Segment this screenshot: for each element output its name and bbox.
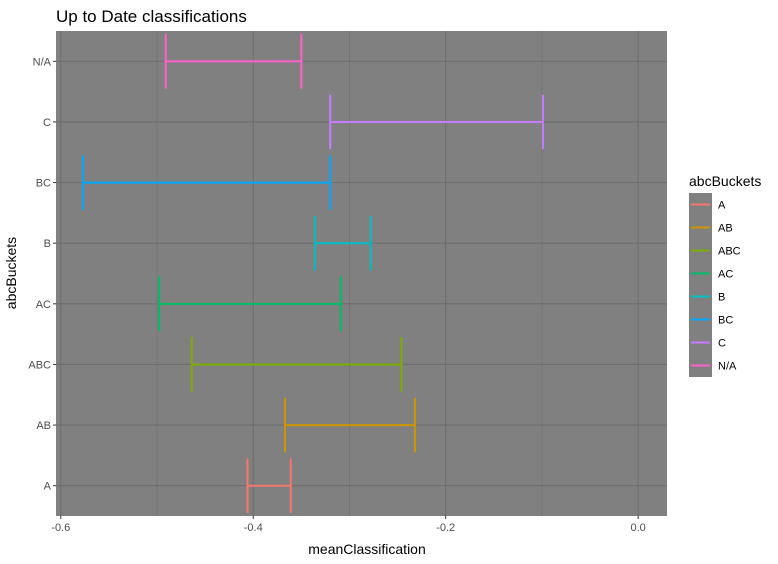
x-tick-label: 0.0 — [630, 522, 645, 534]
error-bars — [81, 34, 544, 513]
errorbar-ab — [284, 397, 416, 453]
legend-item: AB — [689, 216, 733, 239]
legend-items: A AB ABC AC B BC C N/A — [689, 193, 741, 377]
legend-item: C — [689, 331, 726, 354]
legend-item: B — [689, 285, 725, 308]
y-axis-ticks: A AB ABC AC B BC C N/A — [28, 56, 56, 493]
legend-label: A — [718, 200, 726, 212]
y-tick-label: N/A — [33, 56, 52, 68]
chart-title: Up to Date classifications — [56, 7, 247, 26]
errorbar-n-a — [164, 34, 303, 89]
errorbar-a — [246, 458, 292, 513]
y-axis-title: abcBuckets — [3, 237, 19, 309]
errorbar-ac — [157, 276, 342, 332]
errorbar-b — [313, 215, 372, 271]
y-tick-label: AB — [36, 420, 51, 432]
plot-panel — [56, 31, 667, 516]
errorbar-c — [329, 94, 544, 150]
legend-label: BC — [718, 315, 733, 327]
legend-label: N/A — [718, 361, 737, 373]
errorbar-abc — [190, 337, 403, 392]
legend-item: A — [689, 193, 726, 216]
legend-label: B — [718, 292, 725, 304]
y-tick-label: ABC — [28, 359, 51, 371]
legend-item: AC — [689, 262, 733, 285]
legend: abcBuckets A AB ABC AC B BC C N/A — [689, 173, 761, 377]
legend-item: ABC — [689, 239, 741, 262]
errorbar-bc — [81, 155, 332, 210]
legend-label: AB — [718, 223, 733, 235]
legend-label: AC — [718, 269, 733, 281]
x-tick-label: -0.2 — [436, 522, 455, 534]
x-tick-label: -0.6 — [51, 522, 70, 534]
x-axis-ticks: -0.6 -0.4 -0.2 0.0 — [51, 516, 646, 534]
legend-label: ABC — [718, 246, 741, 258]
y-tick-label: B — [44, 238, 51, 250]
y-tick-label: C — [43, 117, 51, 129]
x-axis-title: meanClassification — [308, 541, 426, 557]
x-tick-label: -0.4 — [244, 522, 263, 534]
legend-title: abcBuckets — [689, 173, 761, 189]
legend-item: N/A — [689, 354, 737, 377]
y-tick-label: AC — [36, 299, 51, 311]
y-tick-label: A — [44, 481, 52, 493]
legend-item: BC — [689, 308, 733, 331]
y-tick-label: BC — [36, 178, 51, 190]
legend-label: C — [718, 338, 726, 350]
